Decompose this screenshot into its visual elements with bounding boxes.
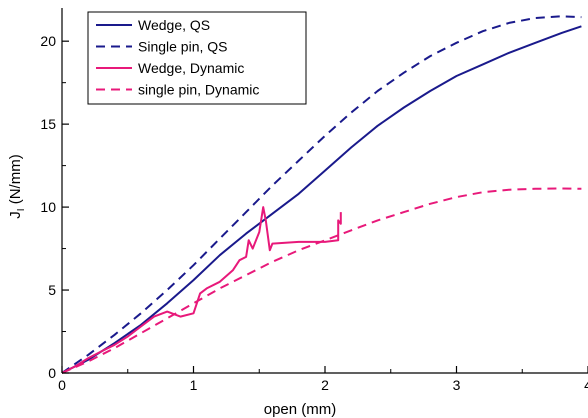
y-axis-label: JI (N/mm) bbox=[7, 154, 27, 218]
y-tick-label: 20 bbox=[40, 33, 56, 49]
series-line-2 bbox=[61, 15, 582, 374]
series-layer bbox=[61, 15, 582, 374]
x-tick-label: 0 bbox=[58, 377, 66, 393]
y-axis-label-main: J bbox=[7, 211, 24, 219]
legend-label: Wedge, QS bbox=[138, 17, 210, 33]
series-line-4 bbox=[61, 187, 582, 374]
x-tick-label: 3 bbox=[453, 377, 461, 393]
x-axis-label: open (mm) bbox=[264, 401, 337, 418]
ticks-layer: 0 1 2 3 4 0 5 10 15 20 bbox=[40, 33, 588, 393]
x-tick-label: 1 bbox=[190, 377, 198, 393]
y-tick-label: 15 bbox=[40, 116, 56, 132]
y-tick-label: 0 bbox=[48, 365, 56, 381]
y-axis-label-unit: (N/mm) bbox=[7, 154, 24, 208]
legend-label: Wedge, Dynamic bbox=[138, 60, 244, 76]
series-line-3 bbox=[61, 206, 342, 374]
x-tick-label: 4 bbox=[584, 377, 588, 393]
legend-label: Single pin, QS bbox=[138, 39, 228, 55]
x-tick-label: 2 bbox=[321, 377, 329, 393]
y-axis-label-subscript: I bbox=[16, 208, 27, 211]
series-line-1 bbox=[61, 25, 582, 374]
legend-box bbox=[87, 11, 307, 105]
y-tick-label: 10 bbox=[40, 199, 56, 215]
legend: Wedge, QS Single pin, QS Wedge, Dynamic sin… bbox=[87, 11, 307, 105]
y-tick-label: 5 bbox=[48, 282, 56, 298]
legend-label: single pin, Dynamic bbox=[138, 82, 259, 98]
